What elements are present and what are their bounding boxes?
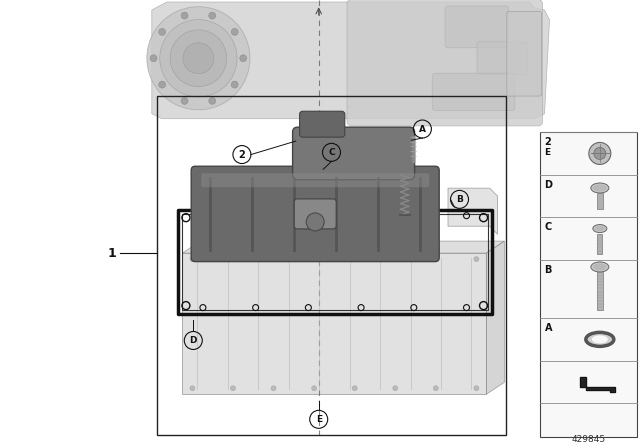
Text: E: E bbox=[316, 415, 322, 424]
Text: 429845: 429845 bbox=[571, 435, 605, 444]
Circle shape bbox=[190, 386, 195, 391]
FancyBboxPatch shape bbox=[191, 166, 439, 262]
Circle shape bbox=[271, 386, 276, 391]
Circle shape bbox=[240, 55, 247, 62]
Text: E: E bbox=[545, 148, 550, 157]
Ellipse shape bbox=[591, 262, 609, 272]
Circle shape bbox=[352, 257, 357, 262]
Bar bbox=[178, 210, 492, 314]
Circle shape bbox=[312, 386, 317, 391]
Polygon shape bbox=[152, 2, 550, 119]
Circle shape bbox=[150, 55, 157, 62]
Ellipse shape bbox=[593, 263, 606, 271]
FancyBboxPatch shape bbox=[432, 73, 515, 111]
Circle shape bbox=[190, 257, 195, 262]
FancyBboxPatch shape bbox=[477, 42, 528, 75]
FancyBboxPatch shape bbox=[507, 12, 541, 96]
Text: D: D bbox=[545, 180, 552, 190]
Circle shape bbox=[147, 7, 250, 110]
Text: B: B bbox=[545, 265, 552, 275]
Polygon shape bbox=[486, 241, 504, 394]
Text: 2: 2 bbox=[545, 137, 551, 147]
Polygon shape bbox=[580, 377, 615, 392]
Circle shape bbox=[306, 213, 324, 231]
Circle shape bbox=[181, 97, 188, 104]
Polygon shape bbox=[182, 241, 504, 253]
Circle shape bbox=[181, 12, 188, 19]
Circle shape bbox=[393, 386, 397, 391]
Text: A: A bbox=[419, 125, 426, 134]
Circle shape bbox=[159, 81, 166, 88]
Circle shape bbox=[209, 12, 216, 19]
Circle shape bbox=[159, 28, 166, 35]
Ellipse shape bbox=[595, 226, 605, 231]
Circle shape bbox=[271, 257, 276, 262]
Circle shape bbox=[230, 257, 236, 262]
Ellipse shape bbox=[593, 224, 607, 233]
FancyBboxPatch shape bbox=[300, 111, 345, 137]
Circle shape bbox=[393, 257, 397, 262]
Bar bbox=[182, 214, 488, 310]
FancyBboxPatch shape bbox=[292, 127, 415, 180]
Bar bbox=[157, 96, 506, 435]
Bar bbox=[597, 233, 602, 254]
Circle shape bbox=[433, 386, 438, 391]
Circle shape bbox=[231, 81, 238, 88]
Ellipse shape bbox=[592, 336, 608, 343]
Circle shape bbox=[183, 43, 214, 74]
Text: 2: 2 bbox=[239, 150, 245, 159]
Ellipse shape bbox=[586, 332, 614, 346]
Text: D: D bbox=[189, 336, 197, 345]
Circle shape bbox=[231, 28, 238, 35]
Circle shape bbox=[312, 257, 317, 262]
Circle shape bbox=[230, 386, 236, 391]
Text: C: C bbox=[328, 148, 335, 157]
Circle shape bbox=[160, 20, 237, 97]
Text: B: B bbox=[456, 195, 463, 204]
Circle shape bbox=[474, 386, 479, 391]
Circle shape bbox=[594, 147, 606, 159]
FancyBboxPatch shape bbox=[294, 199, 336, 229]
Circle shape bbox=[352, 386, 357, 391]
Circle shape bbox=[474, 257, 479, 262]
Text: 1: 1 bbox=[108, 246, 117, 260]
Bar bbox=[540, 132, 637, 437]
Text: A: A bbox=[545, 323, 552, 333]
Bar bbox=[597, 193, 603, 209]
Ellipse shape bbox=[591, 183, 609, 193]
Circle shape bbox=[170, 30, 227, 86]
Circle shape bbox=[433, 257, 438, 262]
FancyBboxPatch shape bbox=[201, 173, 429, 187]
Circle shape bbox=[209, 97, 216, 104]
Bar bbox=[182, 253, 486, 394]
Circle shape bbox=[589, 142, 611, 164]
Polygon shape bbox=[448, 188, 498, 234]
FancyBboxPatch shape bbox=[445, 6, 509, 48]
Ellipse shape bbox=[593, 185, 607, 191]
Text: C: C bbox=[545, 222, 552, 232]
FancyBboxPatch shape bbox=[347, 0, 543, 126]
Bar bbox=[597, 272, 603, 310]
